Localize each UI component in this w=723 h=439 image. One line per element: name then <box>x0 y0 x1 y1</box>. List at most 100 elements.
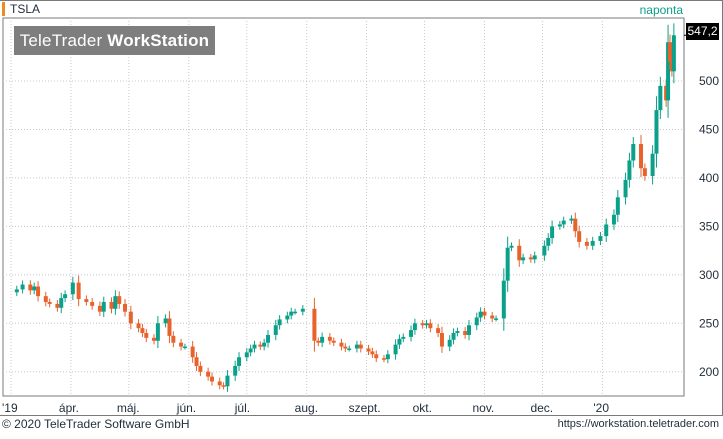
candle-body <box>237 357 242 366</box>
candle-body <box>252 344 257 349</box>
candle-body <box>136 323 141 329</box>
candle-body <box>248 348 253 353</box>
brand-watermark: TeleTrader WorkStation <box>14 26 215 55</box>
candle-body <box>546 238 551 246</box>
plot-frame <box>2 17 685 397</box>
candle-body <box>277 319 282 326</box>
interval-label[interactable]: naponta <box>639 3 683 17</box>
candle-body <box>428 323 433 329</box>
y-tick-label: 350 <box>699 219 719 233</box>
candle-body <box>28 284 33 291</box>
candle-body <box>490 315 495 319</box>
candle-body <box>331 340 336 343</box>
candle-body <box>70 282 75 295</box>
candle-body <box>358 344 363 349</box>
candle-body <box>84 299 89 302</box>
x-tick-label: dec. <box>530 401 553 415</box>
y-tick-label: 200 <box>699 365 719 379</box>
copyright-text: © 2020 TeleTrader Software GmbH <box>2 417 190 431</box>
candle-body <box>577 231 582 242</box>
candle-body <box>155 323 160 341</box>
candle-body <box>244 352 249 358</box>
candle-body <box>542 245 547 256</box>
candle-body <box>623 179 628 198</box>
x-tick-label: ápr. <box>59 401 79 415</box>
candle-body <box>370 351 375 355</box>
candle-body <box>123 303 128 312</box>
candle-body <box>266 334 271 343</box>
source-url[interactable]: https://workstation.teletrader.com <box>557 418 719 430</box>
candle-body <box>397 338 402 345</box>
candle-body <box>182 346 187 349</box>
y-tick-label: 300 <box>699 268 719 282</box>
candle-body <box>439 333 444 347</box>
candle-body <box>113 296 118 309</box>
brand-light-text: TeleTrader <box>19 31 108 50</box>
candle-body <box>666 42 671 101</box>
candle-body <box>573 218 578 232</box>
y-tick-label: 250 <box>699 316 719 330</box>
candle-body <box>381 358 386 360</box>
x-tick-label: júl. <box>234 401 250 415</box>
candle-body <box>532 255 537 260</box>
candle-body <box>233 365 238 376</box>
candle-body <box>385 354 390 360</box>
candle-body <box>654 110 659 154</box>
candle-body <box>198 365 203 372</box>
candle-body <box>501 280 506 319</box>
candle-body <box>557 224 562 227</box>
x-tick-label: máj. <box>117 401 140 415</box>
candle-body <box>285 315 290 320</box>
candle-body <box>217 381 222 386</box>
candle-body <box>63 294 68 299</box>
candle-body <box>347 348 352 351</box>
candle-body <box>615 197 620 215</box>
x-tick-label: jún. <box>176 401 196 415</box>
candle-body <box>221 385 226 387</box>
candle-body <box>374 354 379 359</box>
candle-body <box>194 357 199 366</box>
candle-body <box>528 257 533 260</box>
candle-body <box>209 376 214 382</box>
candle-body <box>273 325 278 335</box>
candle-body <box>171 335 176 343</box>
candle-body <box>412 323 417 331</box>
candle-body <box>393 344 398 355</box>
candle-body <box>455 331 460 333</box>
candle-body <box>206 371 211 377</box>
candle-body <box>101 301 106 312</box>
candle-body <box>451 333 456 340</box>
y-tick-label: 500 <box>699 74 719 88</box>
candle-body <box>424 323 429 326</box>
candle-body <box>505 247 510 281</box>
candle-body <box>627 160 632 180</box>
brand-bold-text: WorkStation <box>107 31 210 50</box>
candle-body <box>300 308 305 312</box>
candle-body <box>117 296 122 304</box>
candle-body <box>43 296 48 302</box>
candle-body <box>517 245 522 261</box>
candle-body <box>36 286 41 297</box>
candle-body <box>262 342 267 347</box>
candle-body <box>152 337 157 341</box>
candle-body <box>167 318 172 336</box>
candle-body <box>55 303 60 308</box>
x-tick-label: nov. <box>472 401 494 415</box>
candle-body <box>584 241 589 246</box>
candle-body <box>478 311 483 318</box>
candle-body <box>20 284 25 290</box>
candle-body <box>420 323 425 326</box>
candle-body <box>494 318 499 320</box>
candle-body <box>436 328 441 333</box>
candle-body <box>327 336 332 341</box>
x-tick-label: okt. <box>413 401 432 415</box>
candle-body <box>509 245 514 248</box>
candle-body <box>604 224 609 237</box>
candle-body <box>650 153 655 176</box>
candle-body <box>569 218 574 221</box>
candle-body <box>668 42 672 62</box>
candle-body <box>631 144 636 161</box>
candle-body <box>463 331 468 335</box>
candle-body <box>409 330 414 337</box>
